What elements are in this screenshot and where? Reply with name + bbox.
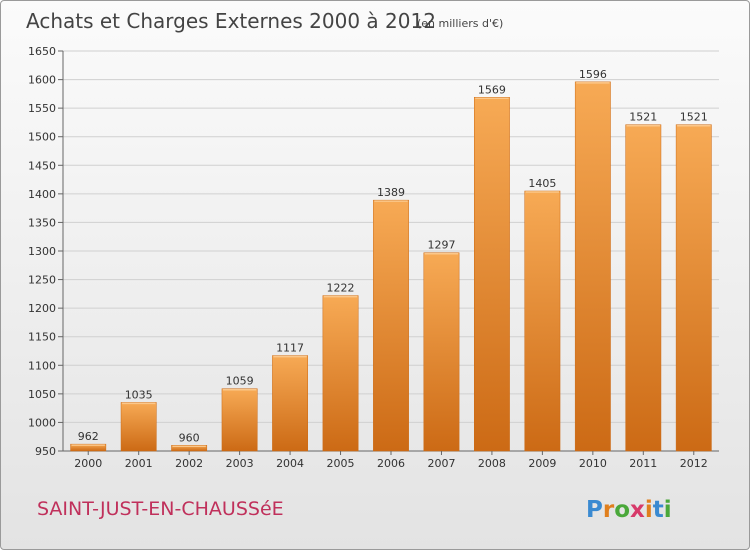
y-tick-label: 1350: [28, 216, 56, 229]
x-tick-label: 2002: [175, 457, 203, 470]
chart-title: Achats et Charges Externes 2000 à 2012: [26, 9, 436, 33]
data-label: 1117: [276, 342, 304, 355]
y-tick-label: 1600: [28, 74, 56, 87]
y-tick-label: 1300: [28, 245, 56, 258]
x-tick-label: 2000: [74, 457, 102, 470]
x-axis: 2000 2001 2002 2003 2004 2005 2006 2007 2008 2009…: [74, 451, 708, 470]
bar-2007: [423, 252, 460, 452]
y-tick-label: 1100: [28, 359, 56, 372]
bar-2008: [474, 97, 510, 452]
data-label: 1035: [125, 388, 153, 401]
proxiti-logo: Proxiti: [586, 497, 672, 523]
x-tick-label: 2009: [528, 457, 556, 470]
x-tick-label: 2008: [478, 457, 506, 470]
data-label: 1521: [680, 111, 708, 124]
data-label: 1569: [478, 83, 506, 96]
y-tick-label: 1200: [28, 302, 56, 315]
logo-letter: r: [603, 497, 615, 523]
x-tick-label: 2012: [680, 457, 708, 470]
bar-2012: [675, 124, 712, 452]
bar-2004: [272, 355, 308, 452]
y-tick-label: 1150: [28, 331, 56, 344]
y-tick-label: 1000: [28, 416, 56, 429]
x-tick-label: 2006: [377, 457, 405, 470]
bar-2005: [322, 295, 359, 452]
y-tick-label: 1500: [28, 131, 56, 144]
data-label: 1596: [579, 68, 607, 81]
data-label: 960: [179, 431, 200, 444]
data-label: 962: [78, 430, 99, 443]
logo-letter: i: [664, 497, 672, 523]
x-tick-label: 2004: [276, 457, 304, 470]
logo-letter: i: [645, 497, 653, 523]
x-tick-label: 2001: [125, 457, 153, 470]
y-tick-label: 1550: [28, 102, 56, 115]
y-tick-label: 1250: [28, 274, 56, 287]
x-tick-label: 2011: [629, 457, 657, 470]
chart-unit: (en milliers d'€): [417, 17, 503, 30]
logo-letter: x: [630, 497, 645, 523]
x-tick-label: 2005: [327, 457, 355, 470]
data-label: 1389: [377, 186, 405, 199]
bar-2003: [221, 388, 258, 452]
bar-2010: [574, 81, 611, 452]
data-label: 1521: [629, 111, 657, 124]
x-tick-label: 2010: [579, 457, 607, 470]
bar-2011: [625, 124, 662, 452]
bar-2001: [120, 402, 157, 452]
y-tick-label: 1450: [28, 159, 56, 172]
data-label: 1297: [427, 239, 455, 252]
y-tick-label: 950: [35, 445, 56, 458]
y-tick-label: 1650: [28, 45, 56, 58]
bar-2006: [373, 199, 409, 452]
commune-name: SAINT-JUST-EN-CHAUSSéE: [37, 498, 284, 520]
bars: 962 1035 960 1059 1117 1222 1389 1297 1569 1405 15…: [70, 68, 712, 452]
data-label: 1222: [327, 282, 355, 295]
logo-letter: o: [614, 497, 630, 523]
y-tick-label: 1400: [28, 188, 56, 201]
data-label: 1405: [528, 177, 556, 190]
data-label: 1059: [226, 375, 254, 388]
y-tick-label: 1050: [28, 388, 56, 401]
x-tick-label: 2003: [226, 457, 254, 470]
logo-letter: t: [653, 497, 664, 523]
bar-2009: [524, 190, 561, 452]
x-tick-label: 2007: [427, 457, 455, 470]
logo-letter: P: [586, 497, 603, 523]
